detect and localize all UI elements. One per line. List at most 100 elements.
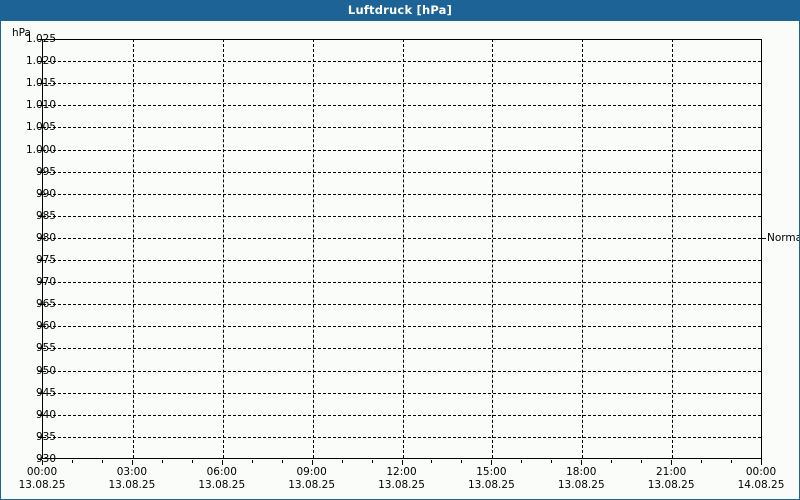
plot-right-axis <box>761 39 762 460</box>
x-axis-date-label: 13.08.25 <box>108 479 156 491</box>
x-axis-time-label: 03:00 <box>116 466 148 478</box>
y-axis-tick-label: 1.020 <box>25 54 56 67</box>
y-axis-tick-label: 1.005 <box>25 121 56 134</box>
x-axis-minor-tick <box>191 460 193 463</box>
x-axis-minor-tick <box>161 460 163 463</box>
y-axis-tick-label: 955 <box>35 342 56 355</box>
data-series-layer <box>43 39 762 459</box>
x-axis-tick <box>131 460 133 465</box>
x-axis-minor-tick <box>71 460 73 463</box>
gridline-horizontal <box>43 171 761 173</box>
x-axis-minor-tick <box>611 460 613 463</box>
y-axis-tick <box>38 149 42 151</box>
y-axis-tick <box>38 414 42 416</box>
y-axis-tick-label: 995 <box>35 165 56 178</box>
x-axis-minor-tick <box>431 460 433 463</box>
gridline-horizontal <box>43 282 761 284</box>
gridline-horizontal <box>43 392 761 394</box>
gridline-horizontal <box>43 414 761 416</box>
x-axis-tick-label: 00:00 13.08.25 <box>19 466 66 492</box>
x-axis-time-label: 06:00 <box>206 466 237 478</box>
x-axis-minor-tick <box>101 460 103 463</box>
y-axis-tick <box>38 370 42 372</box>
y-axis-tick-label: 970 <box>35 275 56 288</box>
x-axis-minor-tick <box>371 460 373 463</box>
chart-canvas: hPa 1.025 1.020 1.015 1.010 1.005 1.000 995 990… <box>1 22 799 499</box>
x-axis-tick <box>221 460 223 465</box>
gridline-horizontal <box>43 105 761 107</box>
y-axis-tick-label: 960 <box>35 320 56 333</box>
y-axis-tick <box>38 127 42 129</box>
x-axis-tick-label: 03:00 13.08.25 <box>108 466 155 492</box>
y-axis-tick <box>38 282 42 284</box>
gridline-vertical <box>312 39 314 458</box>
x-axis-minor-tick <box>281 460 283 463</box>
y-axis-tick-label: 950 <box>35 364 56 377</box>
x-axis-tick <box>761 460 762 465</box>
y-axis-unit-label: hPa <box>12 27 31 39</box>
x-axis-tick-label: 06:00 13.08.25 <box>198 466 245 492</box>
gridline-horizontal <box>43 61 761 63</box>
x-axis-tick-label: 12:00 13.08.25 <box>378 466 425 492</box>
x-axis-minor-tick <box>731 460 733 463</box>
gridline-horizontal <box>43 326 761 328</box>
y-axis-tick-label: 990 <box>35 187 56 200</box>
window-titlebar: Luftdruck [hPa] <box>1 1 799 21</box>
gridline-vertical <box>222 39 224 458</box>
x-axis-minor-tick <box>461 460 463 463</box>
gridline-horizontal <box>43 39 761 40</box>
x-axis-tick-label: 18:00 13.08.25 <box>558 466 605 492</box>
y-axis-tick-label: 930 <box>35 452 56 465</box>
y-axis-tick <box>38 348 42 350</box>
x-axis-time-label: 09:00 <box>296 466 327 478</box>
x-axis-date-label: 13.08.25 <box>198 479 246 491</box>
x-axis-tick-label: 09:00 13.08.25 <box>288 466 335 492</box>
y-axis-tick <box>38 105 42 107</box>
y-axis-tick <box>38 237 42 239</box>
gridline-vertical <box>492 39 494 458</box>
y-axis-tick <box>38 304 42 306</box>
x-axis-tick <box>311 460 313 465</box>
x-axis-minor-tick <box>641 460 643 463</box>
y-axis-tick <box>38 171 42 173</box>
x-axis-date-label: 13.08.25 <box>288 479 336 491</box>
x-axis-minor-tick <box>551 460 553 463</box>
x-axis-time-label: 18:00 <box>566 466 597 478</box>
x-axis-minor-tick <box>521 460 523 463</box>
gridline-horizontal <box>43 193 761 195</box>
gridline-horizontal <box>43 304 761 306</box>
gridline-horizontal <box>43 237 761 239</box>
y-axis-tick-label: 985 <box>35 209 56 222</box>
y-axis-tick-label: 965 <box>35 298 56 310</box>
gridline-vertical <box>672 39 674 458</box>
x-axis-date-label: 13.08.25 <box>467 479 515 491</box>
x-axis-date-label: 13.08.25 <box>647 479 695 491</box>
x-axis-tick <box>491 460 493 465</box>
x-axis-minor-tick <box>251 460 253 463</box>
y-axis-tick <box>38 193 42 195</box>
gridline-vertical <box>132 39 134 458</box>
x-axis-minor-tick <box>341 460 343 463</box>
gridline-horizontal <box>43 83 761 85</box>
x-axis-date-label: 14.08.25 <box>737 479 785 491</box>
normal-level-label: Normal <box>767 231 799 244</box>
x-axis-tick <box>581 460 583 465</box>
plot-area <box>42 39 761 459</box>
y-axis-tick-label: 945 <box>35 386 56 399</box>
gridline-horizontal <box>43 370 761 372</box>
y-axis-tick-label: 1.000 <box>25 143 56 156</box>
y-axis-tick <box>38 392 42 394</box>
y-axis-tick <box>38 459 42 460</box>
gridline-vertical <box>402 39 404 458</box>
x-axis-tick <box>671 460 673 465</box>
y-axis-tick <box>38 61 42 63</box>
x-axis-tick-label: 15:00 13.08.25 <box>468 466 515 492</box>
x-axis-minor-tick <box>701 460 703 463</box>
gridline-horizontal <box>43 127 761 129</box>
x-axis-time-label: 00:00 <box>745 466 777 478</box>
x-axis-date-label: 13.08.25 <box>378 479 425 491</box>
y-axis-tick-label: 975 <box>35 253 56 266</box>
y-axis-tick <box>38 39 42 40</box>
x-axis-time-label: 21:00 <box>655 466 687 478</box>
